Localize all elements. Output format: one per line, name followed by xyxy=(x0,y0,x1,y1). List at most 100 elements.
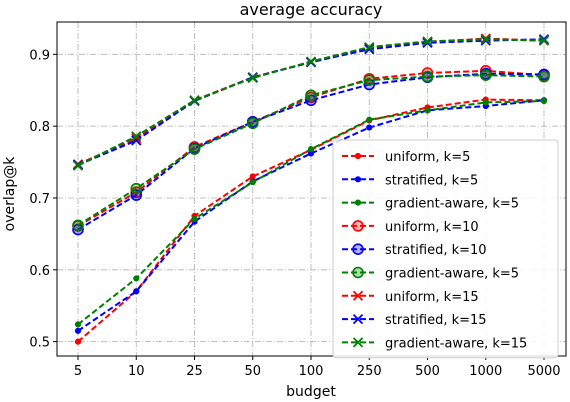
legend-marker xyxy=(354,176,362,183)
y-tick-label: 0.5 xyxy=(29,336,50,351)
marker-stroke xyxy=(480,34,491,45)
legend-marker xyxy=(354,199,362,206)
legend-marker xyxy=(352,220,364,232)
legend-label: uniform, k=10 xyxy=(385,220,479,235)
legend-label: gradient-aware, k=5 xyxy=(385,197,519,212)
series-line xyxy=(77,99,545,332)
legend-label: uniform, k=15 xyxy=(385,290,479,305)
series-line xyxy=(77,74,545,227)
legend-entry: gradient-aware, k=5 xyxy=(342,267,519,282)
legend-label: uniform, k=5 xyxy=(385,150,470,165)
series-layer xyxy=(72,33,550,345)
data-point xyxy=(538,35,550,46)
legend-marker xyxy=(354,152,362,160)
legend-entry: stratified, k=15 xyxy=(342,313,487,328)
data-point xyxy=(307,146,315,153)
marker-stroke xyxy=(189,95,200,106)
data-point xyxy=(538,34,550,45)
data-point xyxy=(72,219,84,232)
data-point xyxy=(131,131,142,142)
legend-label: stratified, k=15 xyxy=(385,313,487,328)
data-point xyxy=(364,42,375,53)
data-point xyxy=(74,338,82,345)
marker-stroke xyxy=(352,290,364,301)
x-tick-label: 25 xyxy=(186,364,203,379)
data-point xyxy=(247,72,258,84)
series xyxy=(72,69,550,232)
marker-stroke xyxy=(364,42,375,53)
data-point xyxy=(422,37,433,48)
marker-stroke xyxy=(72,160,84,171)
data-point xyxy=(189,95,200,106)
legend-entry: stratified, k=10 xyxy=(342,243,487,258)
legend-entry: uniform, k=15 xyxy=(342,290,479,305)
marker-stroke xyxy=(131,131,142,142)
y-tick-label: 0.6 xyxy=(29,264,50,279)
chart-title: average accuracy xyxy=(240,0,383,19)
marker-stroke xyxy=(352,313,364,325)
series-line xyxy=(77,69,545,227)
legend-label: stratified, k=10 xyxy=(385,243,487,258)
data-point xyxy=(538,70,550,83)
data-point xyxy=(133,275,140,282)
data-point xyxy=(366,124,373,131)
marker-stroke xyxy=(538,34,550,45)
data-point xyxy=(540,97,548,105)
ticks: 5 10 25 50 100 250 500 1000 5000 0.5 0.6 0.7 0.8 0.9 xyxy=(29,48,560,379)
data-point xyxy=(133,288,140,295)
y-tick-label: 0.9 xyxy=(29,48,50,63)
marker-stroke xyxy=(247,72,258,84)
data-point xyxy=(479,69,492,81)
data-point xyxy=(480,35,491,46)
legend-label: gradient-aware, k=5 xyxy=(385,267,519,282)
data-point xyxy=(130,182,143,195)
x-tick-label: 10 xyxy=(128,364,145,379)
data-point xyxy=(74,321,82,328)
legend-label: stratified, k=5 xyxy=(385,173,478,188)
legend-marker xyxy=(352,337,364,348)
x-tick-label: 5 xyxy=(74,364,82,379)
legend-marker xyxy=(352,266,364,279)
marker-stroke xyxy=(305,56,317,67)
marker-stroke xyxy=(422,37,433,48)
legend-entry: stratified, k=5 xyxy=(342,173,478,188)
marker-stroke xyxy=(352,337,364,348)
data-point xyxy=(249,173,256,180)
x-tick-label: 250 xyxy=(357,364,382,379)
legend-box xyxy=(332,139,559,359)
data-point xyxy=(424,107,431,114)
x-tick-label: 500 xyxy=(415,364,440,379)
marker-stroke xyxy=(131,135,142,146)
legend-entry: gradient-aware, k=15 xyxy=(342,336,527,351)
legend-marker xyxy=(352,243,364,255)
data-point xyxy=(74,327,82,334)
data-point xyxy=(249,179,256,186)
data-point xyxy=(246,117,259,130)
x-tick-label: 1000 xyxy=(469,364,502,379)
legend-label: gradient-aware, k=15 xyxy=(385,336,527,351)
data-point xyxy=(482,99,489,106)
data-point xyxy=(421,70,434,83)
data-point xyxy=(188,143,201,155)
legend-entry: uniform, k=5 xyxy=(342,150,470,165)
y-axis-label: overlap@k xyxy=(2,156,18,232)
legend: uniform, k=5 stratified, k=5 gradient-awar… xyxy=(332,139,559,359)
data-point xyxy=(131,135,142,146)
marker-stroke xyxy=(480,35,491,46)
legend-marker xyxy=(352,313,364,325)
x-tick-label: 50 xyxy=(244,364,261,379)
x-tick-label: 5000 xyxy=(527,364,560,379)
x-tick-label: 100 xyxy=(299,364,324,379)
data-point xyxy=(363,74,376,86)
data-point xyxy=(72,160,84,171)
data-point xyxy=(191,215,198,222)
data-point xyxy=(305,89,317,102)
y-tick-label: 0.8 xyxy=(29,120,50,135)
legend-entry: uniform, k=10 xyxy=(342,220,479,235)
data-point xyxy=(480,34,491,45)
legend-entry: gradient-aware, k=5 xyxy=(342,197,519,212)
data-point xyxy=(422,36,433,47)
legend-marker xyxy=(352,290,364,301)
data-point xyxy=(366,116,373,123)
